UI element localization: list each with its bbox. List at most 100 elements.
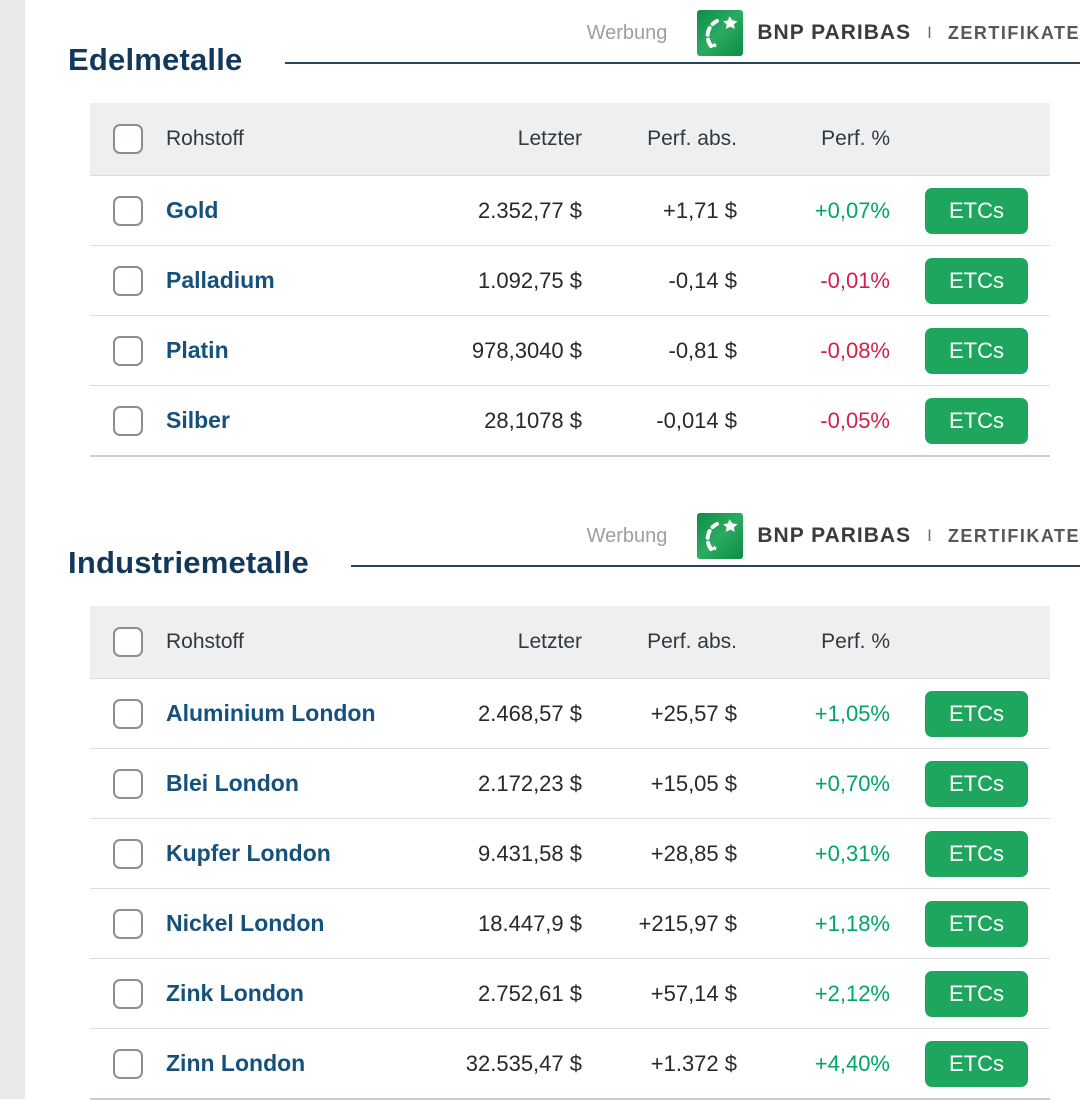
last-price: 18.447,9 $ xyxy=(478,910,582,936)
perf-pct: +0,70% xyxy=(814,770,890,796)
commodity-name-link[interactable]: Zinn London xyxy=(166,1050,306,1076)
metal-section: Industriemetalle Werbung xyxy=(65,513,1080,1100)
perf-abs: +1,71 $ xyxy=(662,197,737,223)
row-checkbox[interactable] xyxy=(113,838,143,869)
commodity-name-link[interactable]: Gold xyxy=(166,197,219,223)
row-action-cell: ETCs xyxy=(890,187,1050,234)
table-row: Platin 978,3040 $ -0,81 $ -0,08% ETCs xyxy=(90,315,1050,385)
column-header-perf-pct: Perf. % xyxy=(821,127,890,150)
table-body: Gold 2.352,77 $ +1,71 $ +0,07% ETCs Pall… xyxy=(90,175,1050,455)
row-checkbox-cell xyxy=(90,1048,166,1079)
perf-pct: -0,05% xyxy=(820,407,890,433)
row-checkbox[interactable] xyxy=(113,698,143,729)
last-price: 1.092,75 $ xyxy=(478,267,582,293)
perf-pct: +0,31% xyxy=(814,840,890,866)
commodity-name-link[interactable]: Silber xyxy=(166,407,230,433)
row-action-cell: ETCs xyxy=(890,690,1050,737)
etcs-button[interactable]: ETCs xyxy=(925,970,1028,1017)
table-header-row: Rohstoff Letzter Perf. abs. Perf. % xyxy=(90,606,1050,678)
metal-section: Edelmetalle Werbung xyxy=(65,10,1080,457)
perf-abs: +15,05 $ xyxy=(650,770,737,796)
row-checkbox-cell xyxy=(90,978,166,1009)
perf-pct: +1,18% xyxy=(814,910,890,936)
header-checkbox-cell xyxy=(90,627,166,657)
commodity-name-link[interactable]: Aluminium London xyxy=(166,700,376,726)
brand-name: BNP PARIBAS xyxy=(757,524,912,547)
row-checkbox-cell xyxy=(90,698,166,729)
row-checkbox-cell xyxy=(90,405,166,436)
last-price: 28,1078 $ xyxy=(484,407,582,433)
perf-pct: +4,40% xyxy=(814,1050,890,1076)
row-checkbox-cell xyxy=(90,768,166,799)
row-checkbox[interactable] xyxy=(113,1048,143,1079)
table-header-row: Rohstoff Letzter Perf. abs. Perf. % xyxy=(90,103,1050,175)
ad-banner[interactable]: Werbung xyxy=(350,513,1080,567)
section-title: Industriemetalle xyxy=(68,545,309,581)
perf-abs: -0,14 $ xyxy=(668,267,738,293)
perf-abs: +28,85 $ xyxy=(650,840,737,866)
commodity-name-link[interactable]: Palladium xyxy=(166,267,275,293)
bnp-paribas-logo-icon xyxy=(697,10,744,56)
row-checkbox[interactable] xyxy=(113,768,143,799)
row-action-cell: ETCs xyxy=(890,970,1050,1017)
brand-suffix: ZERTIFIKATE xyxy=(947,22,1080,43)
etcs-button[interactable]: ETCs xyxy=(925,900,1028,947)
etcs-button[interactable]: ETCs xyxy=(925,397,1028,444)
commodity-name-link[interactable]: Zink London xyxy=(166,980,304,1006)
row-action-cell: ETCs xyxy=(890,900,1050,947)
perf-abs: +57,14 $ xyxy=(650,980,737,1006)
etcs-button[interactable]: ETCs xyxy=(925,830,1028,877)
row-checkbox[interactable] xyxy=(113,265,143,296)
select-all-checkbox[interactable] xyxy=(113,124,143,154)
last-price: 978,3040 $ xyxy=(471,337,582,363)
bnp-paribas-ad-link[interactable]: BNP PARIBAS I ZERTIFIKATE xyxy=(697,513,1080,559)
column-header-rohstoff: Rohstoff xyxy=(166,127,244,150)
row-checkbox-cell xyxy=(90,838,166,869)
row-checkbox[interactable] xyxy=(113,335,143,366)
etcs-button[interactable]: ETCs xyxy=(925,690,1028,737)
etcs-button[interactable]: ETCs xyxy=(925,1040,1028,1087)
section-title: Edelmetalle xyxy=(68,42,243,78)
commodity-name-link[interactable]: Platin xyxy=(166,337,229,363)
row-checkbox[interactable] xyxy=(113,978,143,1009)
page-left-gutter xyxy=(0,0,25,1099)
commodity-name-link[interactable]: Nickel London xyxy=(166,910,325,936)
row-action-cell: ETCs xyxy=(890,397,1050,444)
perf-abs: +215,97 $ xyxy=(638,910,737,936)
brand-name: BNP PARIBAS xyxy=(757,21,912,44)
ad-banner[interactable]: Werbung xyxy=(284,10,1080,64)
brand-suffix: ZERTIFIKATE xyxy=(947,525,1080,546)
select-all-checkbox[interactable] xyxy=(113,627,143,657)
etcs-button[interactable]: ETCs xyxy=(925,327,1028,374)
perf-abs: +1.372 $ xyxy=(650,1050,737,1076)
commodity-name-link[interactable]: Blei London xyxy=(166,770,299,796)
bnp-paribas-logo-icon xyxy=(697,513,744,559)
etcs-button[interactable]: ETCs xyxy=(925,257,1028,304)
etcs-button[interactable]: ETCs xyxy=(925,760,1028,807)
perf-pct: -0,01% xyxy=(820,267,890,293)
row-checkbox[interactable] xyxy=(113,405,143,436)
row-action-cell: ETCs xyxy=(890,760,1050,807)
last-price: 32.535,47 $ xyxy=(465,1050,582,1076)
etcs-button[interactable]: ETCs xyxy=(925,187,1028,234)
bnp-paribas-ad-link[interactable]: BNP PARIBAS I ZERTIFIKATE xyxy=(697,10,1080,56)
commodity-name-link[interactable]: Kupfer London xyxy=(166,840,331,866)
content-area: Edelmetalle Werbung xyxy=(25,0,1080,1100)
perf-abs: -0,014 $ xyxy=(656,407,737,433)
table-row: Gold 2.352,77 $ +1,71 $ +0,07% ETCs xyxy=(90,175,1050,245)
last-price: 9.431,58 $ xyxy=(478,840,582,866)
perf-pct: -0,08% xyxy=(820,337,890,363)
row-action-cell: ETCs xyxy=(890,1040,1050,1087)
column-header-perf-pct: Perf. % xyxy=(821,630,890,653)
row-checkbox[interactable] xyxy=(113,195,143,226)
table-body: Aluminium London 2.468,57 $ +25,57 $ +1,… xyxy=(90,678,1050,1098)
table-row: Zink London 2.752,61 $ +57,14 $ +2,12% E… xyxy=(90,958,1050,1028)
section-header: Industriemetalle Werbung xyxy=(68,513,1080,580)
column-header-perf-abs: Perf. abs. xyxy=(647,630,737,653)
table-row: Silber 28,1078 $ -0,014 $ -0,05% ETCs xyxy=(90,385,1050,455)
row-action-cell: ETCs xyxy=(890,327,1050,374)
column-header-letzter: Letzter xyxy=(517,127,582,150)
row-checkbox[interactable] xyxy=(113,908,143,939)
table-row: Zinn London 32.535,47 $ +1.372 $ +4,40% … xyxy=(90,1028,1050,1098)
